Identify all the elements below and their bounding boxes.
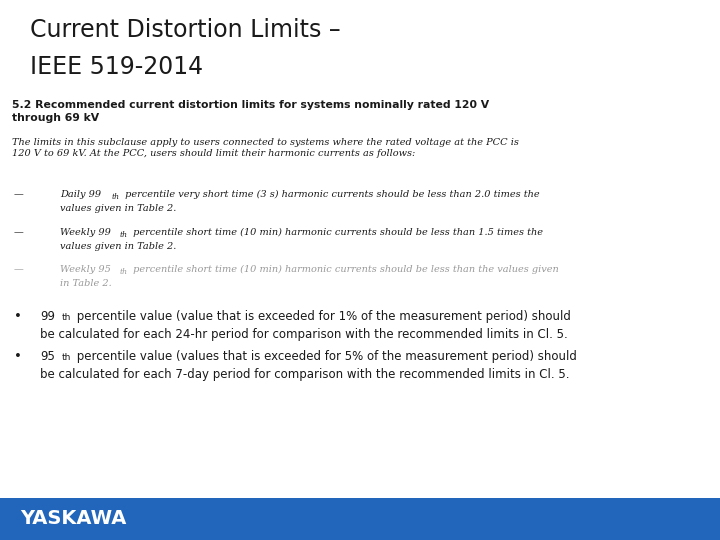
Text: th: th	[62, 313, 71, 322]
Bar	[0, 498, 720, 540]
Text: be calculated for each 24-hr period for comparison with the recommended limits i: be calculated for each 24-hr period for …	[40, 328, 568, 341]
Text: Weekly 95: Weekly 95	[60, 265, 111, 274]
Text: Weekly 99: Weekly 99	[60, 228, 111, 237]
Text: th: th	[112, 193, 120, 201]
Text: —: —	[14, 265, 24, 274]
Text: —: —	[14, 190, 24, 199]
Text: values given in Table 2.: values given in Table 2.	[60, 204, 176, 213]
Text: 95: 95	[40, 350, 55, 363]
Text: percentile value (values that is exceeded for 5% of the measurement period) shou: percentile value (values that is exceede…	[73, 350, 577, 363]
Text: percentile very short time (3 s) harmonic currents should be less than 2.0 times: percentile very short time (3 s) harmoni…	[122, 190, 539, 199]
Text: The limits in this subclause apply to users connected to systems where the rated: The limits in this subclause apply to us…	[12, 138, 519, 158]
Text: th: th	[120, 231, 128, 239]
Text: be calculated for each 7-day period for comparison with the recommended limits i: be calculated for each 7-day period for …	[40, 368, 570, 381]
Text: values given in Table 2.: values given in Table 2.	[60, 242, 176, 251]
Text: IEEE 519-2014: IEEE 519-2014	[30, 55, 203, 79]
Text: —: —	[14, 228, 24, 237]
Text: th: th	[120, 268, 128, 276]
Text: th: th	[62, 353, 71, 362]
Text: percentile value (value that is exceeded for 1% of the measurement period) shoul: percentile value (value that is exceeded…	[73, 310, 571, 323]
Text: 5.2 Recommended current distortion limits for systems nominally rated 120 V
thro: 5.2 Recommended current distortion limit…	[12, 100, 489, 123]
Text: 99: 99	[40, 310, 55, 323]
Text: Daily 99: Daily 99	[60, 190, 101, 199]
Text: percentile short time (10 min) harmonic currents should be less than the values : percentile short time (10 min) harmonic …	[130, 265, 559, 274]
Text: percentile short time (10 min) harmonic currents should be less than 1.5 times t: percentile short time (10 min) harmonic …	[130, 228, 543, 237]
Text: in Table 2.: in Table 2.	[60, 279, 112, 288]
Text: •: •	[14, 350, 22, 363]
Text: •: •	[14, 310, 22, 323]
Text: YASKAWA: YASKAWA	[20, 510, 127, 529]
Text: Current Distortion Limits –: Current Distortion Limits –	[30, 18, 341, 42]
